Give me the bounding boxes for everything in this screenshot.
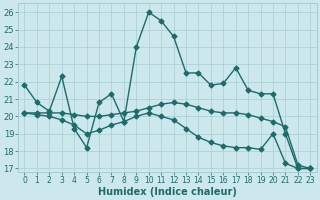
X-axis label: Humidex (Indice chaleur): Humidex (Indice chaleur) <box>98 187 237 197</box>
